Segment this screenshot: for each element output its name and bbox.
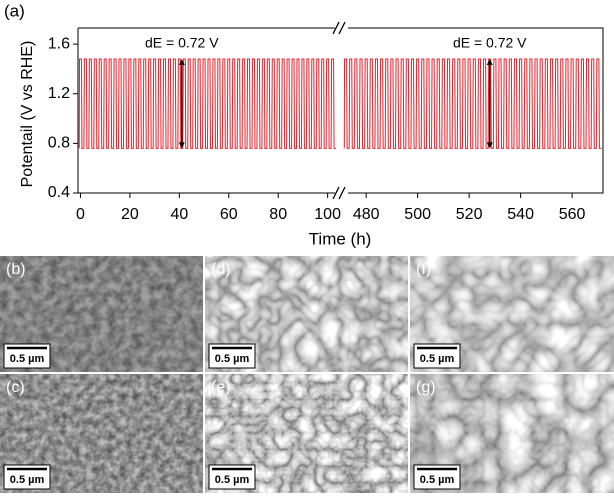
x-tick-label: 520 bbox=[456, 206, 483, 223]
x-tick-label: 0 bbox=[76, 206, 85, 223]
x-tick-label: 100 bbox=[314, 206, 341, 223]
annotation-label: dE = 0.72 V bbox=[145, 35, 219, 51]
scale-label: 0.5 µm bbox=[10, 353, 45, 365]
x-tick-label: 20 bbox=[121, 206, 139, 223]
scale-label: 0.5 µm bbox=[215, 353, 250, 365]
image-label: (c) bbox=[6, 379, 25, 396]
image-label: (f) bbox=[416, 261, 431, 278]
scale-label: 0.5 µm bbox=[10, 474, 45, 486]
x-axis-label: Time (h) bbox=[309, 229, 372, 248]
y-tick-label: 0.4 bbox=[48, 184, 70, 201]
y-axis-label: Potentail (V vs RHE) bbox=[19, 41, 36, 188]
potential-trace bbox=[343, 58, 602, 149]
y-tick-label: 1.2 bbox=[48, 85, 70, 102]
x-tick-label: 80 bbox=[269, 206, 287, 223]
image-label: (b) bbox=[6, 261, 26, 278]
x-tick-label: 480 bbox=[353, 206, 380, 223]
y-tick-label: 0.8 bbox=[48, 135, 70, 152]
x-tick-label: 540 bbox=[507, 206, 534, 223]
x-tick-label: 40 bbox=[170, 206, 188, 223]
panel-label: (a) bbox=[4, 1, 25, 20]
x-tick-label: 500 bbox=[404, 206, 431, 223]
x-tick-label: 560 bbox=[559, 206, 586, 223]
image-label: (d) bbox=[211, 261, 231, 278]
axis-break bbox=[332, 186, 346, 200]
y-tick-label: 1.6 bbox=[48, 35, 70, 52]
axis-break bbox=[332, 21, 346, 35]
image-label: (e) bbox=[211, 379, 231, 396]
scale-label: 0.5 µm bbox=[215, 474, 250, 486]
potential-trace bbox=[78, 58, 337, 149]
annotation-label: dE = 0.72 V bbox=[453, 35, 527, 51]
x-tick-label: 60 bbox=[220, 206, 238, 223]
image-label: (g) bbox=[416, 379, 436, 396]
scale-label: 0.5 µm bbox=[420, 353, 455, 365]
scale-label: 0.5 µm bbox=[420, 474, 455, 486]
